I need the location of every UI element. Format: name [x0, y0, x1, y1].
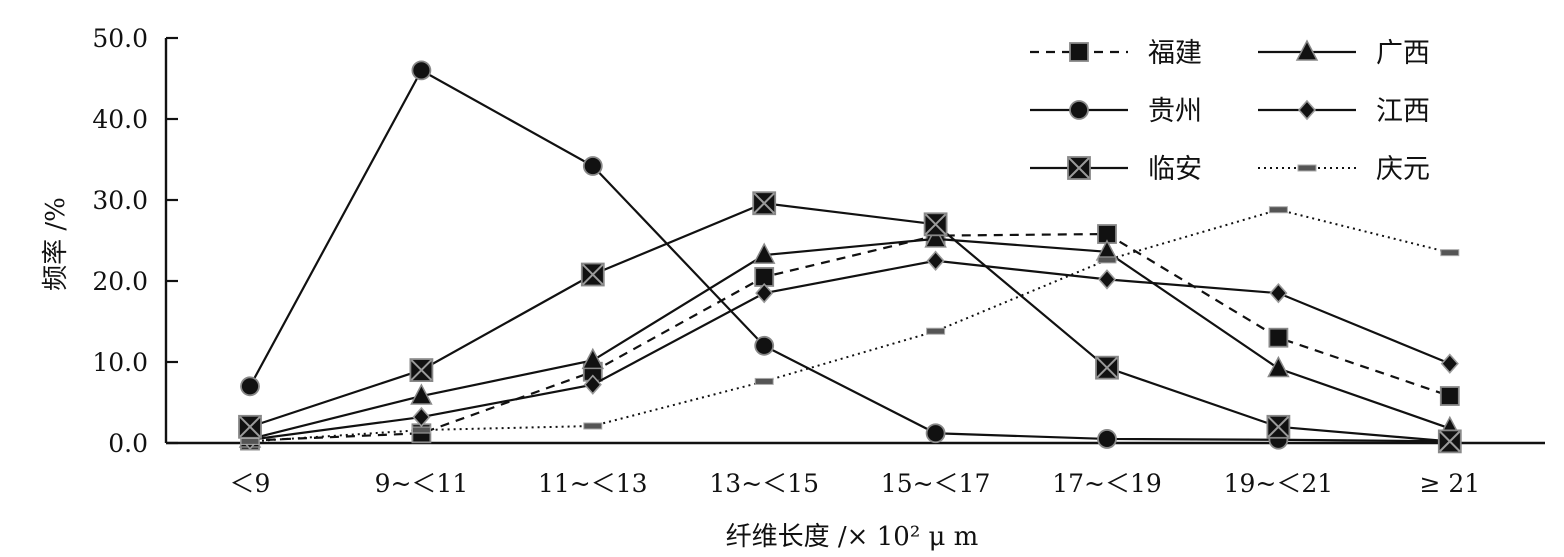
data-point — [926, 327, 946, 335]
marker-cross — [1267, 416, 1290, 438]
data-point — [238, 414, 262, 439]
data-point — [924, 226, 947, 248]
data-point — [411, 60, 432, 81]
series-庆元 — [240, 206, 1460, 445]
data-point — [581, 347, 605, 370]
legend-label: 福建 — [1148, 38, 1202, 69]
legend-item-广西: 广西 — [1258, 38, 1430, 69]
data-point — [580, 262, 605, 287]
series-临安 — [238, 191, 1462, 454]
x-tick-label: 17~＜19 — [1052, 469, 1162, 498]
data-point — [1440, 353, 1459, 374]
series-line — [249, 232, 1451, 442]
legend-label: 贵州 — [1148, 96, 1202, 127]
legend-marker — [1069, 100, 1089, 120]
y-tick-label: 40.0 — [92, 105, 148, 134]
series-line — [249, 202, 1450, 443]
data-point — [240, 376, 260, 397]
data-point — [240, 437, 260, 445]
marker-cross — [1096, 356, 1118, 379]
x-tick-label: 15~＜17 — [881, 469, 991, 498]
legend-marker — [1297, 99, 1317, 121]
marker-cross — [582, 263, 604, 286]
x-axis-label: 纤维长度 /× 10² μ m — [726, 522, 979, 552]
data-point — [411, 426, 431, 434]
data-point — [1266, 414, 1291, 439]
x-tick-label: ≥ 21 — [1419, 469, 1480, 498]
axes: 0.0 10.0 20.0 30.0 40.0 50.0 ＜9 9~＜11 11~＜13 13~＜… — [92, 24, 1545, 498]
y-tick-label: 50.0 — [92, 24, 148, 53]
data-point — [582, 156, 603, 176]
legend-marker — [1297, 164, 1317, 172]
data-point — [1095, 355, 1119, 380]
data-point — [752, 191, 777, 216]
marker-cross — [924, 213, 947, 236]
x-tick-label: 9~＜11 — [375, 469, 469, 498]
data-point — [1097, 269, 1117, 290]
legend-item-江西: 江西 — [1258, 96, 1430, 127]
x-tick-label: 11~＜13 — [538, 469, 648, 498]
series-line — [249, 237, 1451, 441]
series-line — [249, 208, 1451, 443]
y-tick-label: 10.0 — [92, 348, 148, 377]
legend-label: 江西 — [1376, 96, 1430, 127]
y-tick-label: 20.0 — [92, 267, 148, 296]
data-point — [412, 406, 431, 428]
series-line — [249, 259, 1451, 441]
legend-item-庆元: 庆元 — [1258, 154, 1430, 185]
legend-item-临安: 临安 — [1030, 154, 1202, 185]
legend-marker — [1069, 42, 1089, 62]
series-line — [249, 68, 1450, 443]
data-point — [1267, 355, 1290, 378]
data-point — [1268, 206, 1288, 214]
marker-cross — [753, 192, 775, 214]
series-layer — [238, 60, 1462, 454]
data-point — [752, 242, 776, 264]
y-tick-label: 30.0 — [92, 186, 148, 215]
data-point — [410, 383, 433, 405]
data-point — [925, 423, 946, 444]
marker-cross — [410, 359, 433, 381]
x-tick-label: ＜9 — [230, 469, 271, 498]
y-axis-label: 频率 /% — [41, 197, 71, 291]
legend-item-贵州: 贵州 — [1030, 96, 1202, 127]
data-point — [1097, 256, 1117, 264]
data-point — [1268, 327, 1289, 348]
data-point — [1437, 429, 1462, 454]
marker-cross — [239, 416, 261, 438]
legend-label: 广西 — [1376, 38, 1430, 69]
data-point — [1097, 429, 1117, 449]
data-point — [1269, 282, 1288, 304]
legend-marker — [1295, 39, 1319, 61]
data-point — [1439, 386, 1460, 406]
legend-marker — [1067, 156, 1091, 180]
data-point — [926, 250, 945, 271]
data-point — [583, 422, 603, 430]
marker-cross — [1068, 157, 1090, 179]
data-point — [923, 212, 948, 237]
data-point — [583, 374, 602, 395]
data-point — [409, 358, 434, 383]
data-point — [754, 377, 774, 385]
data-point — [754, 335, 775, 356]
data-point — [755, 282, 774, 304]
legend-label: 庆元 — [1376, 154, 1430, 185]
y-tick-label: 0.0 — [108, 429, 148, 458]
data-point — [1440, 249, 1460, 257]
legend-item-福建: 福建 — [1030, 38, 1202, 69]
marker-cross — [1439, 430, 1461, 453]
legend-label: 临安 — [1148, 154, 1202, 185]
x-tick-label: 19~＜21 — [1224, 469, 1334, 498]
x-tick-label: 13~＜15 — [709, 469, 819, 498]
